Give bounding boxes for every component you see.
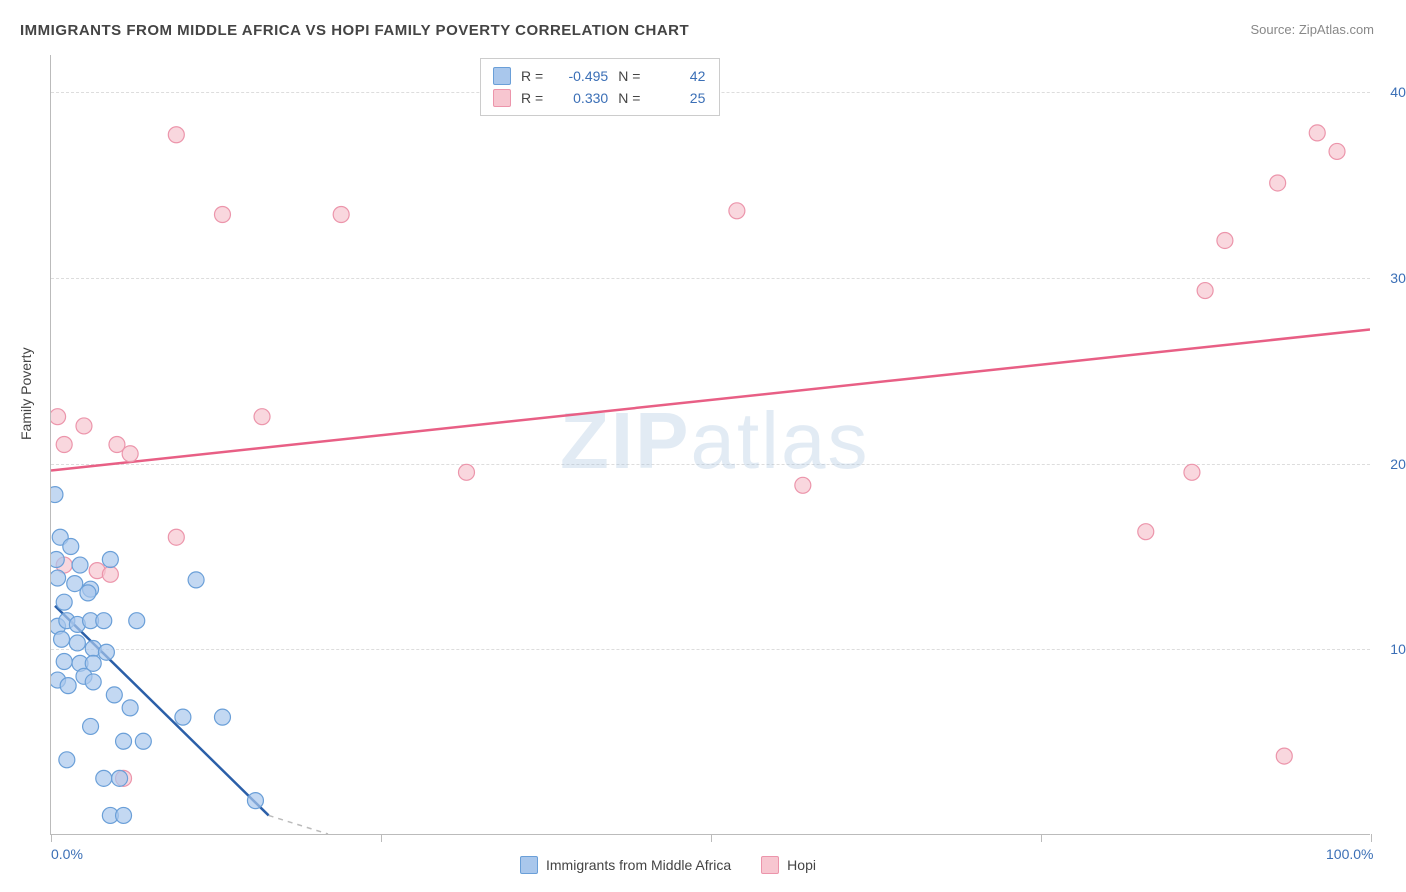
trend-line-extrapolated: [269, 815, 328, 834]
data-point: [458, 464, 474, 480]
data-point: [112, 770, 128, 786]
data-point: [1329, 143, 1345, 159]
data-point: [98, 644, 114, 660]
data-point: [51, 570, 66, 586]
x-tick: [1041, 834, 1042, 842]
source-attribution: Source: ZipAtlas.com: [1250, 22, 1374, 37]
legend-row-series1: R = -0.495 N = 42: [493, 65, 705, 87]
legend-correlation-stats: R = -0.495 N = 42 R = 0.330 N = 25: [480, 58, 720, 116]
data-point: [69, 635, 85, 651]
x-tick: [381, 834, 382, 842]
swatch-series2: [493, 89, 511, 107]
stat-r-label: R =: [521, 87, 543, 109]
data-point: [51, 552, 64, 568]
data-point: [80, 585, 96, 601]
y-tick-label: 20.0%: [1375, 456, 1406, 472]
stat-n-label: N =: [618, 65, 640, 87]
swatch-series1-bottom: [520, 856, 538, 874]
data-point: [247, 793, 263, 809]
data-point: [96, 613, 112, 629]
data-point: [1138, 524, 1154, 540]
x-tick-label: 100.0%: [1326, 846, 1373, 862]
plot-area: 10.0%20.0%30.0%40.0%0.0%100.0%: [50, 55, 1370, 835]
trend-line: [51, 330, 1370, 471]
legend-item-series2: Hopi: [761, 856, 816, 874]
data-point: [56, 437, 72, 453]
data-point: [60, 678, 76, 694]
data-point: [122, 446, 138, 462]
stat-r-value-1: -0.495: [553, 65, 608, 87]
x-tick-label: 0.0%: [51, 846, 83, 862]
legend-series: Immigrants from Middle Africa Hopi: [520, 856, 816, 874]
stat-r-label: R =: [521, 65, 543, 87]
data-point: [116, 733, 132, 749]
data-point: [59, 752, 75, 768]
data-point: [63, 539, 79, 555]
data-point: [254, 409, 270, 425]
data-point: [1309, 125, 1325, 141]
legend-item-series1: Immigrants from Middle Africa: [520, 856, 731, 874]
data-point: [168, 529, 184, 545]
data-point: [1276, 748, 1292, 764]
y-tick-label: 30.0%: [1375, 270, 1406, 286]
swatch-series2-bottom: [761, 856, 779, 874]
y-axis-label: Family Poverty: [18, 347, 34, 440]
scatter-svg: [51, 55, 1370, 834]
chart-title: IMMIGRANTS FROM MIDDLE AFRICA VS HOPI FA…: [20, 22, 689, 39]
data-point: [729, 203, 745, 219]
data-point: [168, 127, 184, 143]
data-point: [1270, 175, 1286, 191]
data-point: [214, 709, 230, 725]
data-point: [51, 487, 63, 503]
data-point: [135, 733, 151, 749]
data-point: [214, 207, 230, 223]
data-point: [56, 594, 72, 610]
x-tick: [711, 834, 712, 842]
trend-line: [55, 606, 269, 816]
data-point: [72, 557, 88, 573]
legend-label-series2: Hopi: [787, 857, 816, 873]
data-point: [122, 700, 138, 716]
y-tick-label: 40.0%: [1375, 84, 1406, 100]
data-point: [102, 552, 118, 568]
legend-label-series1: Immigrants from Middle Africa: [546, 857, 731, 873]
data-point: [106, 687, 122, 703]
data-point: [795, 477, 811, 493]
swatch-series1: [493, 67, 511, 85]
y-tick-label: 10.0%: [1375, 641, 1406, 657]
data-point: [188, 572, 204, 588]
stat-n-value-2: 25: [650, 87, 705, 109]
data-point: [102, 566, 118, 582]
data-point: [333, 207, 349, 223]
data-point: [1217, 232, 1233, 248]
stat-n-label: N =: [618, 87, 640, 109]
data-point: [76, 418, 92, 434]
data-point: [1197, 283, 1213, 299]
stat-n-value-1: 42: [650, 65, 705, 87]
data-point: [175, 709, 191, 725]
stat-r-value-2: 0.330: [553, 87, 608, 109]
legend-row-series2: R = 0.330 N = 25: [493, 87, 705, 109]
data-point: [51, 409, 66, 425]
data-point: [1184, 464, 1200, 480]
data-point: [116, 807, 132, 823]
data-point: [83, 718, 99, 734]
data-point: [54, 631, 70, 647]
data-point: [56, 654, 72, 670]
data-point: [85, 674, 101, 690]
data-point: [129, 613, 145, 629]
data-point: [96, 770, 112, 786]
x-tick: [1371, 834, 1372, 842]
x-tick: [51, 834, 52, 842]
